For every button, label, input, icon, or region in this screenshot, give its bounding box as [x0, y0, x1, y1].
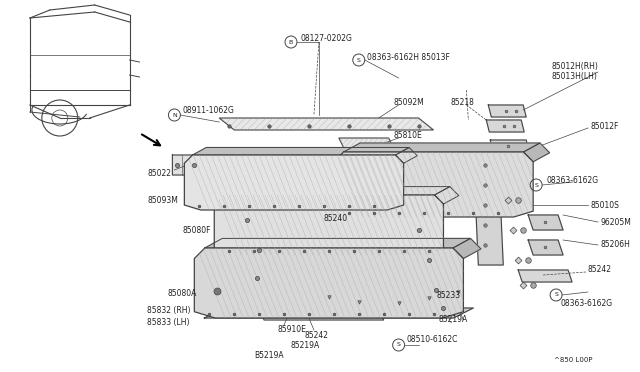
Text: 85012F: 85012F — [591, 122, 620, 131]
Polygon shape — [486, 120, 524, 132]
Polygon shape — [184, 155, 404, 210]
Polygon shape — [518, 270, 572, 282]
Polygon shape — [488, 105, 526, 117]
Text: 85012H(RH): 85012H(RH) — [551, 61, 598, 71]
Polygon shape — [223, 187, 450, 195]
Text: 85910E: 85910E — [277, 326, 306, 334]
Text: 85206H: 85206H — [601, 240, 631, 248]
Polygon shape — [474, 155, 503, 265]
Text: 08363-6162G: 08363-6162G — [546, 176, 598, 185]
Polygon shape — [204, 308, 474, 318]
Text: 08127-0202G: 08127-0202G — [301, 33, 353, 42]
Text: B: B — [289, 39, 293, 45]
Text: 85080A: 85080A — [168, 289, 196, 298]
Text: 85013H(LH): 85013H(LH) — [551, 71, 597, 80]
Text: 85218: 85218 — [451, 97, 474, 106]
Text: 85219A: 85219A — [438, 315, 468, 324]
Text: S: S — [554, 292, 558, 298]
Text: 85242: 85242 — [588, 266, 612, 275]
Polygon shape — [195, 248, 463, 318]
Text: 85092M: 85092M — [394, 97, 424, 106]
Text: 08911-1062G: 08911-1062G — [182, 106, 234, 115]
Polygon shape — [220, 118, 433, 130]
Polygon shape — [334, 152, 533, 217]
Polygon shape — [339, 138, 394, 148]
Polygon shape — [396, 148, 417, 163]
Text: 85093M: 85093M — [147, 196, 179, 205]
Polygon shape — [214, 195, 444, 255]
Text: N: N — [172, 112, 177, 118]
Polygon shape — [344, 143, 540, 152]
Text: 85833 (LH): 85833 (LH) — [147, 317, 190, 327]
Text: 08363-6162H 85013F: 08363-6162H 85013F — [367, 52, 450, 61]
Polygon shape — [435, 187, 459, 204]
Text: S: S — [357, 58, 361, 62]
Text: 85810E: 85810E — [394, 131, 422, 140]
Text: 85219A: 85219A — [291, 340, 320, 350]
Text: B5219A: B5219A — [254, 350, 284, 359]
Text: S: S — [534, 183, 538, 187]
Text: 85080F: 85080F — [182, 225, 211, 234]
Text: 08510-6162C: 08510-6162C — [406, 336, 458, 344]
Text: 96205M: 96205M — [601, 218, 632, 227]
Polygon shape — [204, 282, 232, 300]
Text: ^850 L00P: ^850 L00P — [554, 357, 593, 363]
Polygon shape — [453, 238, 481, 259]
Text: 85010S: 85010S — [591, 201, 620, 209]
Text: 85240: 85240 — [324, 214, 348, 222]
Polygon shape — [172, 155, 204, 175]
Text: 85832 (RH): 85832 (RH) — [147, 305, 191, 314]
Text: S: S — [397, 343, 401, 347]
Polygon shape — [259, 310, 383, 320]
Polygon shape — [490, 140, 529, 152]
Polygon shape — [528, 215, 563, 230]
Polygon shape — [205, 238, 470, 248]
Text: 85242: 85242 — [305, 330, 329, 340]
Text: 08363-6162G: 08363-6162G — [560, 298, 612, 308]
Text: 85233: 85233 — [436, 292, 461, 301]
Polygon shape — [193, 148, 409, 155]
Polygon shape — [524, 143, 550, 162]
Text: 85022: 85022 — [147, 169, 172, 177]
Polygon shape — [528, 240, 563, 255]
